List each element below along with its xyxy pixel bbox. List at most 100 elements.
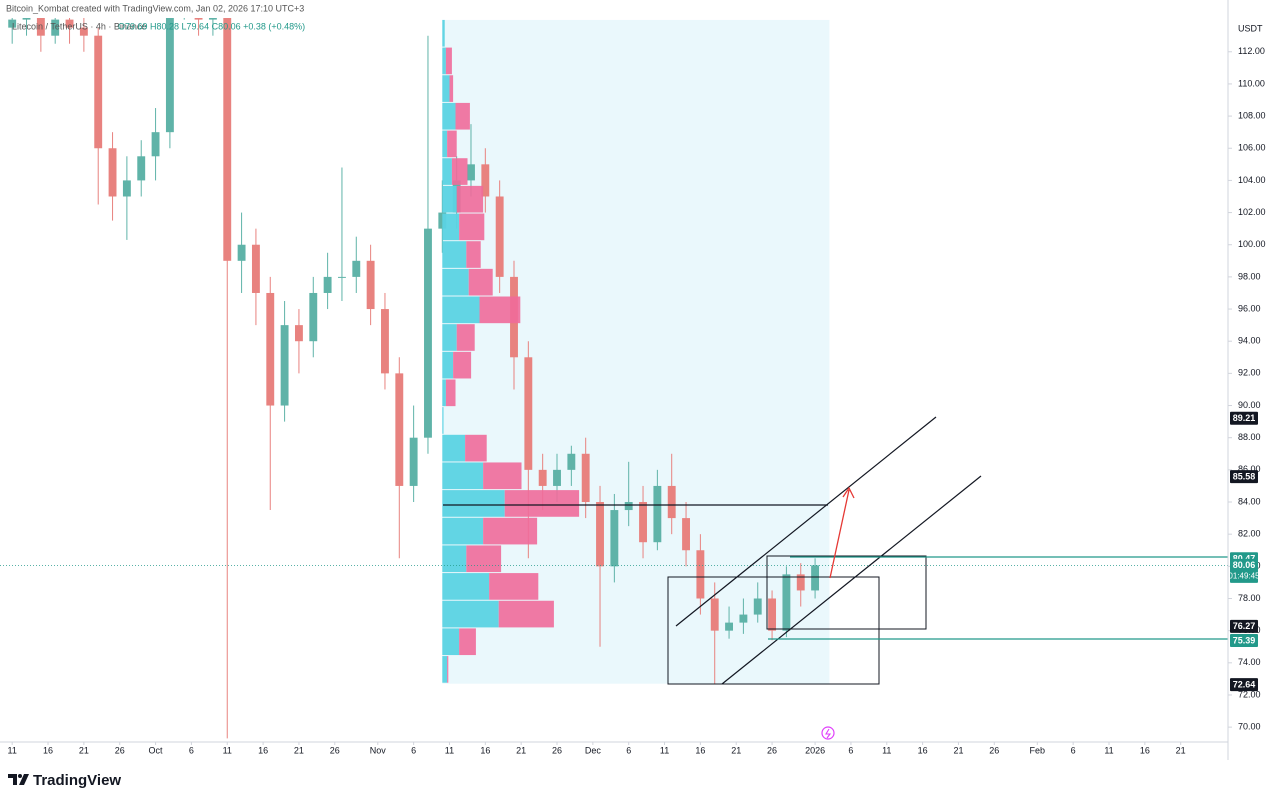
channel-upper (675, 416, 937, 627)
x-tick-label: 21 (953, 745, 963, 755)
profile-up (442, 490, 505, 517)
y-tick-label: 102.00 (1238, 207, 1266, 217)
candle-body (223, 18, 232, 261)
x-tick-label: 21 (516, 745, 526, 755)
profile-up (442, 628, 460, 656)
price-label-box (1230, 411, 1258, 425)
profile-up (442, 241, 467, 268)
profile-down (468, 268, 493, 296)
candle-body (567, 453, 576, 470)
x-tick-label: 6 (626, 745, 631, 755)
candle-body (165, 18, 174, 133)
price-countdown: 01:49:45 (1228, 571, 1260, 580)
profile-range (442, 19, 830, 684)
x-tick-label: 26 (767, 745, 777, 755)
candle-body (782, 574, 791, 631)
y-tick-label: 108.00 (1238, 110, 1266, 120)
x-tick-label: 11 (660, 745, 669, 755)
x-tick-label: 16 (1140, 745, 1150, 755)
profile-down (466, 545, 502, 573)
x-tick-label: 11 (445, 745, 454, 755)
candle-body (309, 292, 318, 342)
x-tick-label: 16 (695, 745, 705, 755)
price-label-box (1230, 678, 1258, 692)
profile-down (447, 130, 457, 158)
candle-body (596, 502, 604, 567)
x-tick-label: 21 (294, 745, 304, 755)
profile-up (442, 185, 457, 213)
currency-label: USDT (1238, 23, 1263, 33)
candle-body (424, 228, 432, 438)
candle-body (208, 18, 217, 20)
x-tick-label: Nov (370, 745, 387, 755)
y-tick-label: 106.00 (1238, 143, 1266, 153)
background-layer (442, 19, 830, 684)
candle-body (653, 485, 662, 543)
profile-up (442, 130, 448, 158)
mark-layer (0, 18, 1228, 739)
candle-body (696, 550, 705, 599)
y-tick-label: 100.00 (1238, 239, 1266, 249)
candle-body (151, 132, 160, 157)
profile-down (453, 351, 472, 379)
x-tick-label: Feb (1030, 745, 1046, 755)
projection-arrow (829, 486, 855, 579)
candle-body (280, 325, 289, 406)
candle-body (753, 598, 762, 615)
profile-up (442, 102, 456, 130)
candle-body (395, 373, 404, 486)
profile-up (442, 379, 446, 407)
candle-body (639, 502, 647, 543)
candle-body (79, 27, 88, 36)
candle-body (266, 292, 275, 406)
profile-up (442, 407, 444, 434)
profile-down (504, 490, 580, 517)
profile-up (442, 158, 452, 185)
candle-body (137, 156, 146, 181)
x-tick-label: 16 (480, 745, 490, 755)
x-tick-label: 26 (989, 745, 999, 755)
price-label: 76.27 (1233, 621, 1256, 631)
candle-body (8, 19, 17, 28)
x-tick-label: 11 (1104, 745, 1113, 755)
profile-down (449, 75, 454, 102)
x-tick-label: 2026 (805, 745, 825, 755)
y-tick-label: 110.00 (1238, 78, 1265, 88)
candle-body (22, 18, 31, 20)
y-tick-label: 94.00 (1238, 336, 1261, 346)
ohlc-legend: O79.69 H80.28 L79.64 C80.06 +0.38 (+0.48… (118, 21, 305, 31)
profile-down (483, 517, 538, 545)
profile-up (442, 268, 469, 296)
profile-down (466, 241, 481, 268)
profile-down (456, 185, 484, 213)
candle-body (610, 510, 619, 567)
brand-logo: TradingView (8, 772, 121, 789)
y-tick-label: 112.00 (1238, 46, 1265, 56)
x-tick-label: 26 (552, 745, 562, 755)
y-tick-label: 98.00 (1238, 271, 1261, 281)
profile-up (442, 75, 450, 102)
candle-body (495, 196, 504, 277)
profile-down (445, 47, 452, 75)
x-tick-label: 16 (43, 745, 53, 755)
x-tick-label: 6 (189, 745, 194, 755)
candle-body (581, 453, 590, 503)
profile-up (442, 434, 466, 462)
profile-down (456, 324, 475, 351)
candle-body (524, 357, 533, 470)
event-icon-bolt (825, 728, 832, 739)
x-tick-label: 21 (1176, 745, 1186, 755)
profile-down (498, 600, 554, 628)
x-tick-label: 11 (882, 745, 891, 755)
price-label: 85.58 (1233, 471, 1256, 481)
candle-body (36, 18, 45, 36)
channel-lower (721, 475, 982, 685)
symbol-legend: Litecoin / TetherUS · 4h · Binance (12, 21, 146, 31)
price-label: 89.21 (1233, 413, 1256, 423)
y-tick-label: 86.00 (1238, 464, 1261, 474)
candle-body (409, 437, 418, 486)
attribution: Bitcoin_Kombat created with TradingView.… (6, 3, 304, 13)
profile-up (442, 573, 490, 600)
x-tick-label: 6 (1071, 745, 1076, 755)
